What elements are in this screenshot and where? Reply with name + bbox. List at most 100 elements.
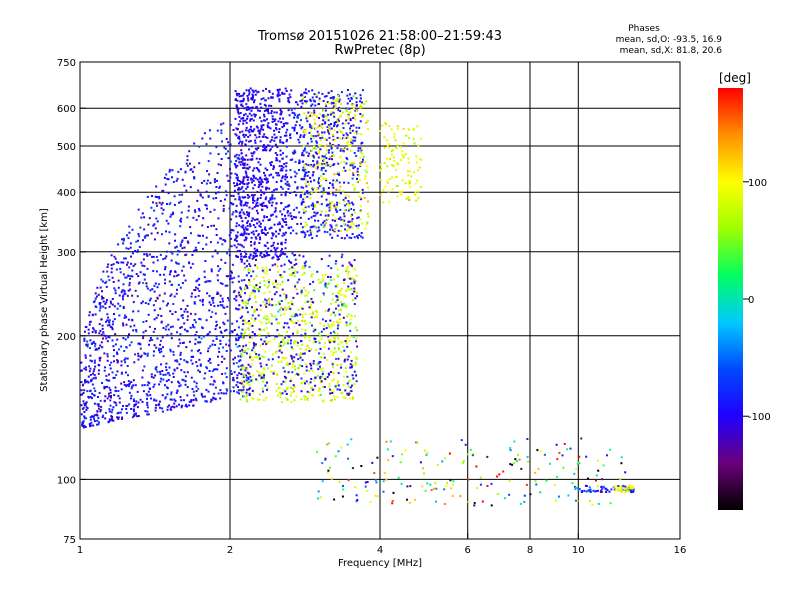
data-point (309, 114, 312, 117)
data-point (122, 273, 125, 276)
data-point (87, 332, 90, 335)
data-point (366, 490, 369, 492)
data-point (305, 179, 308, 181)
data-point (108, 319, 111, 322)
data-point (332, 97, 335, 100)
data-point (255, 157, 258, 160)
data-point (379, 169, 382, 172)
data-point (191, 388, 194, 390)
data-point (293, 356, 296, 359)
data-point (112, 406, 115, 409)
data-point (345, 341, 348, 344)
data-point (328, 192, 331, 195)
data-point (241, 328, 244, 331)
data-point (246, 158, 249, 161)
data-point (279, 283, 282, 286)
data-point (184, 405, 187, 407)
data-point (353, 162, 356, 165)
data-point (271, 264, 274, 267)
data-point (316, 310, 319, 313)
data-point (269, 148, 272, 151)
data-point (256, 199, 259, 202)
data-point (310, 111, 313, 114)
data-point (332, 214, 335, 217)
data-point (352, 398, 354, 401)
data-point (287, 326, 290, 329)
data-point (347, 97, 350, 100)
data-point (324, 118, 327, 121)
data-point (125, 316, 128, 319)
data-point (88, 314, 91, 317)
data-point (83, 415, 86, 418)
data-point (271, 234, 274, 237)
data-point (83, 424, 86, 427)
data-point (276, 247, 279, 250)
data-point (331, 363, 334, 366)
data-point (239, 120, 242, 123)
data-point (337, 217, 340, 220)
data-point (146, 406, 149, 409)
data-point (273, 139, 276, 142)
data-point (290, 226, 293, 229)
data-point (265, 318, 268, 321)
data-point (212, 197, 215, 200)
data-point (339, 293, 342, 296)
data-point (271, 304, 274, 307)
data-point (251, 158, 254, 161)
data-point (263, 356, 266, 359)
data-point (261, 266, 264, 269)
data-point (245, 232, 248, 235)
data-point (184, 308, 187, 311)
data-point (273, 293, 276, 296)
data-point (126, 357, 129, 360)
data-point (329, 371, 332, 373)
data-point (584, 484, 587, 487)
data-point (216, 252, 219, 255)
data-point (341, 137, 344, 140)
data-point (133, 414, 136, 417)
data-point (331, 236, 334, 239)
data-point (122, 305, 125, 308)
data-point (402, 127, 405, 130)
data-point (158, 383, 161, 386)
data-point (146, 384, 149, 387)
data-point (249, 87, 252, 90)
data-point (285, 90, 288, 92)
data-point (343, 209, 346, 212)
data-point (327, 203, 330, 206)
data-point (410, 175, 413, 178)
data-point (251, 306, 253, 309)
data-point (345, 289, 348, 292)
data-point (257, 186, 260, 189)
data-point (349, 149, 352, 152)
data-point (295, 340, 298, 343)
data-point (291, 266, 294, 269)
data-point (181, 314, 184, 316)
data-point (287, 210, 289, 212)
data-point (353, 186, 356, 189)
data-point (248, 394, 251, 396)
data-point (266, 252, 268, 255)
data-point (98, 323, 101, 326)
data-point (260, 194, 263, 197)
data-point (252, 397, 255, 400)
data-point (315, 141, 318, 144)
data-point (180, 406, 183, 409)
data-point (322, 292, 325, 295)
data-point (248, 89, 250, 92)
data-point (312, 312, 315, 315)
data-point (131, 228, 134, 231)
data-point (348, 335, 351, 338)
scatter-points (80, 87, 635, 507)
data-point (300, 398, 303, 401)
data-point (303, 395, 306, 398)
data-point (194, 289, 197, 292)
data-point (253, 101, 255, 104)
data-point (146, 195, 149, 198)
data-point (116, 416, 119, 419)
data-point (285, 223, 288, 226)
data-point (91, 392, 94, 395)
data-point (215, 146, 218, 149)
data-point (119, 304, 122, 307)
data-point (114, 289, 117, 292)
